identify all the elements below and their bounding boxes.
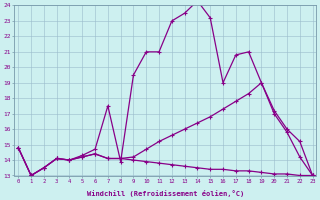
X-axis label: Windchill (Refroidissement éolien,°C): Windchill (Refroidissement éolien,°C): [87, 190, 244, 197]
